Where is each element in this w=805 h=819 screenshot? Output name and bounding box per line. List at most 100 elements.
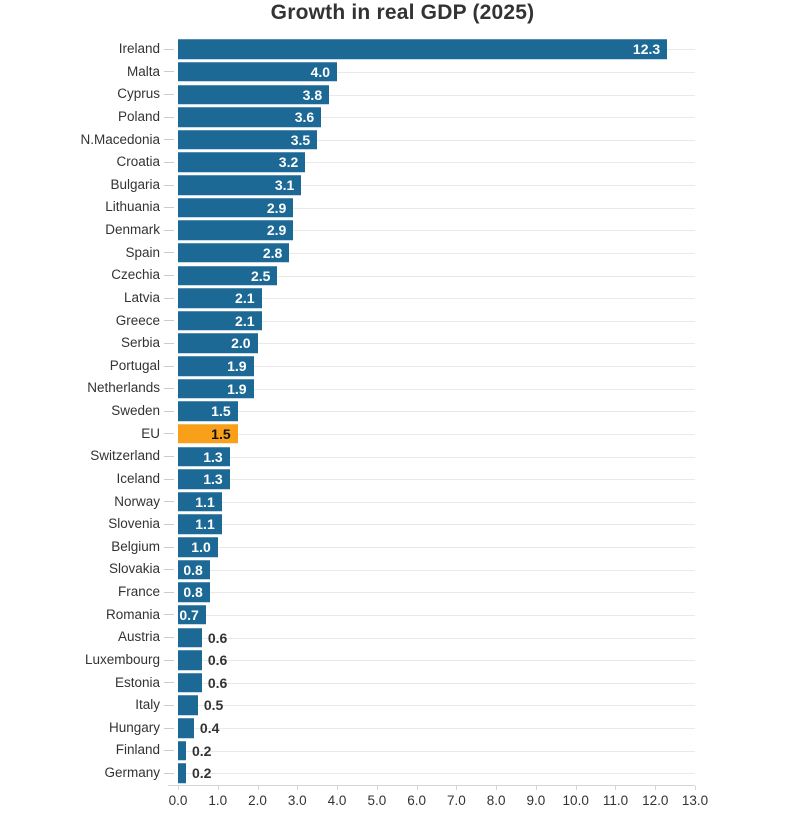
plot-cell: 2.8	[178, 242, 695, 265]
x-axis-tick-label: 7.0	[446, 793, 466, 808]
x-axis-tick-label: 13.0	[681, 793, 709, 808]
y-axis-tick	[160, 94, 178, 96]
value-label: 4.0	[310, 63, 331, 80]
plot-cell: 1.0	[178, 536, 695, 559]
plot-cell: 2.9	[178, 219, 695, 242]
category-label: Denmark	[105, 222, 160, 237]
category-gridline	[178, 207, 695, 209]
chart-row: Poland 3.6	[0, 106, 805, 129]
chart-row: Belgium 1.0	[0, 536, 805, 559]
bar	[178, 763, 186, 784]
y-axis-tick	[160, 659, 178, 661]
bar	[178, 311, 262, 331]
chart-row: Slovakia 0.8	[0, 558, 805, 581]
plot-cell: 3.5	[178, 129, 695, 152]
plot-cell: 1.9	[178, 377, 695, 400]
chart-row: Malta 4.0	[0, 61, 805, 84]
category-gridline	[178, 185, 695, 187]
category-gridline	[178, 433, 695, 435]
chart-row: Ireland 12.3	[0, 38, 805, 61]
category-label: Portugal	[109, 357, 160, 373]
chart-row: Iceland 1.3	[0, 468, 805, 491]
bar	[178, 492, 222, 512]
y-axis-tick	[160, 750, 178, 752]
bar	[178, 469, 230, 489]
plot-cell: 0.7	[178, 604, 695, 627]
x-axis-tick-label: 2.0	[248, 793, 267, 808]
x-axis-tick-label: 6.0	[407, 793, 426, 808]
y-axis-tick	[160, 772, 178, 774]
plot-cell: 3.6	[178, 106, 695, 129]
chart-row: Bulgaria 3.1	[0, 174, 805, 197]
value-label: 3.1	[274, 177, 295, 194]
chart-row: Latvia 2.1	[0, 287, 805, 310]
bar	[178, 537, 218, 557]
plot-cell: 0.6	[178, 672, 695, 695]
y-axis-tick	[160, 229, 178, 231]
chart-row: France 0.8	[0, 581, 805, 604]
plot-cell: 1.3	[178, 468, 695, 491]
chart-row: Serbia 2.0	[0, 332, 805, 355]
x-axis-tick-mark	[217, 786, 219, 790]
plot-cell: 0.8	[178, 558, 695, 581]
plot-cell: 0.4	[178, 717, 695, 740]
chart-row: N.Macedonia 3.5	[0, 129, 805, 152]
y-axis-tick	[160, 546, 178, 548]
bar	[178, 288, 262, 308]
x-axis-tick-mark	[376, 786, 378, 790]
x-axis-tick-label: 3.0	[287, 793, 307, 808]
y-axis-tick	[160, 207, 178, 209]
category-label: Cyprus	[117, 86, 160, 102]
y-axis-tick	[160, 365, 178, 367]
x-axis-tick-mark	[496, 786, 498, 790]
category-gridline	[178, 479, 695, 481]
chart-row: Portugal 1.9	[0, 355, 805, 378]
value-label: 0.5	[203, 697, 224, 714]
x-axis-tick-mark	[297, 786, 299, 790]
value-label: 1.0	[191, 539, 211, 556]
category-label: Hungary	[108, 719, 160, 735]
category-label: Lithuania	[105, 199, 160, 215]
category-label: Iceland	[116, 470, 160, 486]
chart-row: Spain 2.8	[0, 242, 805, 265]
chart-row: Slovenia 1.1	[0, 513, 805, 536]
category-gridline	[178, 71, 695, 73]
y-axis-tick	[160, 591, 178, 593]
value-label: 2.0	[231, 335, 251, 352]
chart-row: Romania 0.7	[0, 604, 805, 627]
plot-cell: 1.9	[178, 355, 695, 378]
category-gridline	[178, 569, 695, 571]
bar	[178, 197, 294, 218]
category-label: EU	[141, 425, 160, 441]
bar	[178, 695, 198, 716]
chart-row: Finland 0.2	[0, 739, 805, 762]
bar	[178, 627, 202, 648]
bar	[178, 356, 254, 376]
value-label: 2.9	[266, 222, 287, 239]
y-axis-tick	[160, 184, 178, 186]
chart-row: Cyprus 3.8	[0, 83, 805, 106]
y-axis-tick	[160, 704, 178, 706]
x-axis-tick-mark	[535, 786, 537, 790]
plot-cell: 2.1	[178, 310, 695, 333]
y-axis-tick	[160, 252, 178, 254]
category-gridline	[178, 614, 695, 616]
value-label: 1.3	[203, 471, 223, 488]
plot-cell: 0.5	[178, 694, 695, 717]
chart-row: Lithuania 2.9	[0, 196, 805, 219]
bar	[178, 84, 330, 105]
category-label: Ireland	[118, 41, 160, 56]
plot-cell: 1.1	[178, 491, 695, 514]
plot-cell: 2.1	[178, 287, 695, 310]
plot-cell: 0.8	[178, 581, 695, 604]
bar	[178, 605, 206, 625]
value-label: 1.9	[227, 380, 247, 397]
chart-title: Growth in real GDP (2025)	[270, 1, 535, 24]
chart-row: Czechia 2.5	[0, 264, 805, 287]
value-label: 1.5	[211, 403, 231, 420]
value-label: 1.5	[211, 425, 231, 442]
category-gridline	[178, 343, 695, 345]
chart-row: Austria 0.6	[0, 626, 805, 649]
plot-cell: 0.2	[178, 739, 695, 762]
y-axis-tick	[160, 614, 178, 616]
